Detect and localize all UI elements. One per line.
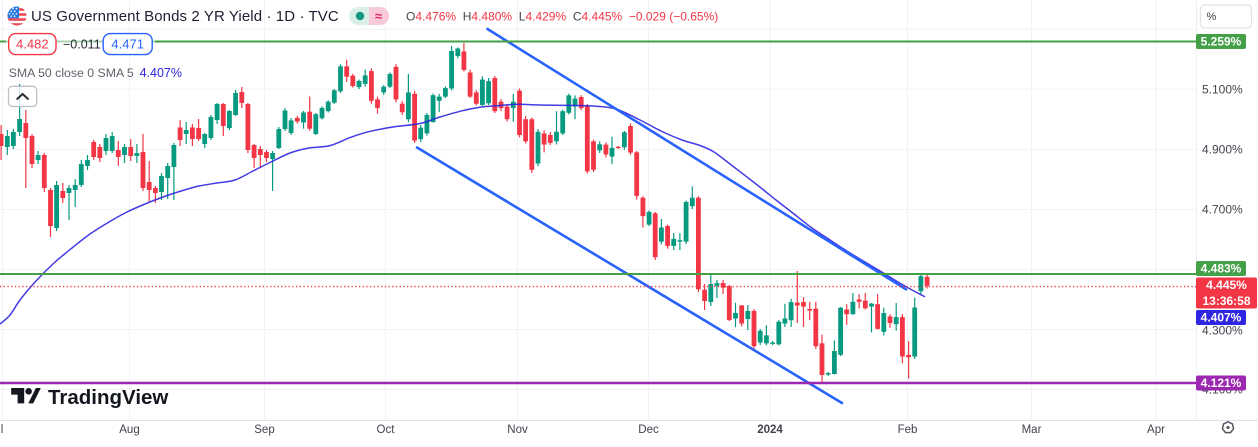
svg-text:Nov: Nov xyxy=(507,424,528,436)
svg-text:5.259%: 5.259% xyxy=(1201,35,1242,49)
svg-text:Oct: Oct xyxy=(377,424,396,436)
svg-text:4.482: 4.482 xyxy=(16,37,49,52)
svg-text:Mar: Mar xyxy=(1022,424,1042,436)
svg-text:Sep: Sep xyxy=(254,424,274,436)
svg-text:Aug: Aug xyxy=(119,424,139,436)
svg-text:4.900%: 4.900% xyxy=(1202,142,1243,156)
svg-text:−0.011: −0.011 xyxy=(63,38,101,52)
svg-text:%: % xyxy=(1207,11,1217,23)
svg-text:5.100%: 5.100% xyxy=(1202,82,1243,96)
svg-text:≈: ≈ xyxy=(375,9,382,24)
svg-text:4.700%: 4.700% xyxy=(1202,202,1243,216)
svg-text:4.407%: 4.407% xyxy=(1201,311,1242,325)
svg-text:4.483%: 4.483% xyxy=(1201,262,1242,276)
svg-text:O4.476% H4.480% L4.429% C4.: O4.476% H4.480% L4.429% C4.445% −0.029 (… xyxy=(406,10,718,24)
svg-text:4.471: 4.471 xyxy=(111,37,144,52)
svg-text:TradingView: TradingView xyxy=(48,386,168,409)
svg-text:Feb: Feb xyxy=(898,424,918,436)
svg-text:4.407%: 4.407% xyxy=(140,66,182,80)
svg-text:4.445%: 4.445% xyxy=(1206,278,1247,292)
svg-text:US Government Bonds 2 YR Yield: US Government Bonds 2 YR Yield · 1D · TV… xyxy=(31,8,339,25)
svg-text:Jul: Jul xyxy=(0,424,3,436)
svg-text:4.300%: 4.300% xyxy=(1202,324,1243,338)
svg-text:Apr: Apr xyxy=(1147,424,1165,436)
svg-text:Dec: Dec xyxy=(638,424,659,436)
svg-text:2024: 2024 xyxy=(757,424,783,436)
svg-text:SMA 50 close 0 SMA 5: SMA 50 close 0 SMA 5 xyxy=(9,66,134,80)
svg-text:13:36:58: 13:36:58 xyxy=(1202,294,1250,308)
svg-text:4.121%: 4.121% xyxy=(1201,376,1242,390)
